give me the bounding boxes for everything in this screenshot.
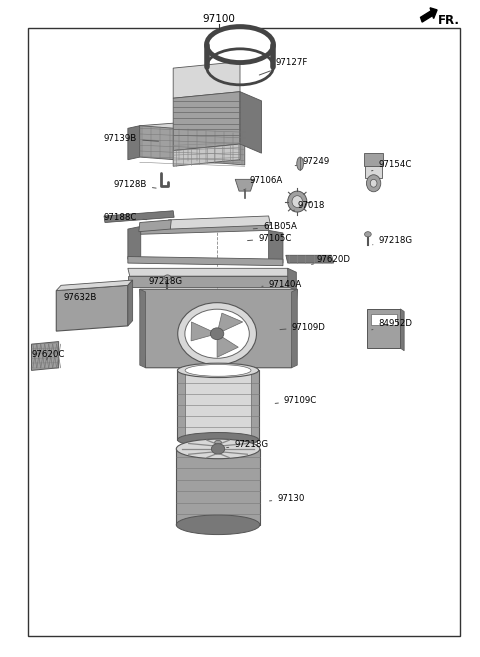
Ellipse shape (176, 515, 260, 535)
Polygon shape (371, 314, 396, 325)
Text: 97105C: 97105C (248, 234, 291, 242)
FancyArrow shape (420, 8, 437, 22)
Polygon shape (139, 220, 171, 232)
Polygon shape (128, 256, 283, 265)
Polygon shape (288, 268, 296, 290)
Text: 97100: 97100 (202, 14, 235, 24)
Polygon shape (286, 255, 334, 263)
Text: 97218G: 97218G (227, 440, 268, 449)
Polygon shape (235, 179, 254, 191)
Polygon shape (140, 289, 297, 368)
Ellipse shape (178, 303, 256, 365)
Text: 97632B: 97632B (63, 292, 97, 302)
Polygon shape (269, 231, 283, 263)
Polygon shape (128, 125, 140, 160)
Ellipse shape (364, 232, 371, 237)
Polygon shape (56, 285, 128, 331)
Ellipse shape (288, 191, 307, 212)
Polygon shape (191, 322, 217, 341)
Polygon shape (367, 309, 400, 348)
Text: 97139B: 97139B (104, 134, 158, 143)
Text: 97249: 97249 (295, 156, 329, 166)
Polygon shape (128, 268, 289, 276)
Polygon shape (173, 62, 240, 98)
Text: 97127F: 97127F (259, 58, 308, 75)
Ellipse shape (185, 309, 249, 358)
Text: 97154C: 97154C (372, 160, 412, 171)
Ellipse shape (370, 179, 377, 187)
Ellipse shape (164, 275, 171, 280)
Text: 97620C: 97620C (32, 350, 65, 360)
Text: 84952D: 84952D (372, 319, 412, 330)
Ellipse shape (292, 196, 302, 208)
Text: 97128B: 97128B (114, 180, 156, 189)
Polygon shape (140, 223, 269, 235)
Polygon shape (56, 280, 132, 290)
Ellipse shape (210, 328, 224, 340)
Ellipse shape (185, 365, 251, 376)
Text: 97620D: 97620D (312, 255, 350, 264)
Text: 97188C: 97188C (104, 213, 146, 222)
Ellipse shape (366, 175, 381, 192)
Polygon shape (128, 227, 141, 259)
Text: 97140A: 97140A (262, 279, 302, 288)
Text: 97218G: 97218G (148, 277, 182, 286)
Polygon shape (104, 211, 174, 223)
Polygon shape (178, 371, 259, 440)
Text: 61B05A: 61B05A (253, 222, 297, 231)
Polygon shape (140, 118, 245, 135)
Polygon shape (140, 289, 145, 368)
Ellipse shape (215, 440, 221, 444)
Ellipse shape (178, 363, 259, 378)
Polygon shape (176, 449, 260, 525)
Text: 97109D: 97109D (280, 323, 325, 332)
Text: 97109C: 97109C (275, 396, 317, 405)
Text: 97218G: 97218G (372, 237, 412, 245)
Polygon shape (364, 153, 383, 166)
Text: FR.: FR. (438, 14, 459, 28)
Polygon shape (365, 166, 382, 178)
Polygon shape (291, 289, 297, 368)
Polygon shape (173, 92, 240, 150)
Polygon shape (128, 280, 132, 326)
Text: 97130: 97130 (269, 494, 305, 503)
Ellipse shape (178, 432, 259, 447)
Polygon shape (185, 373, 251, 436)
Text: 97018: 97018 (292, 201, 324, 211)
Polygon shape (173, 144, 240, 166)
Polygon shape (217, 313, 243, 334)
Polygon shape (400, 309, 404, 351)
Polygon shape (32, 342, 59, 371)
Polygon shape (240, 92, 262, 153)
Polygon shape (128, 276, 288, 286)
Polygon shape (140, 125, 245, 165)
Ellipse shape (297, 157, 303, 170)
Ellipse shape (176, 439, 260, 459)
Polygon shape (168, 216, 271, 229)
Text: 97106A: 97106A (244, 176, 283, 190)
Ellipse shape (211, 443, 225, 454)
Polygon shape (217, 334, 238, 357)
